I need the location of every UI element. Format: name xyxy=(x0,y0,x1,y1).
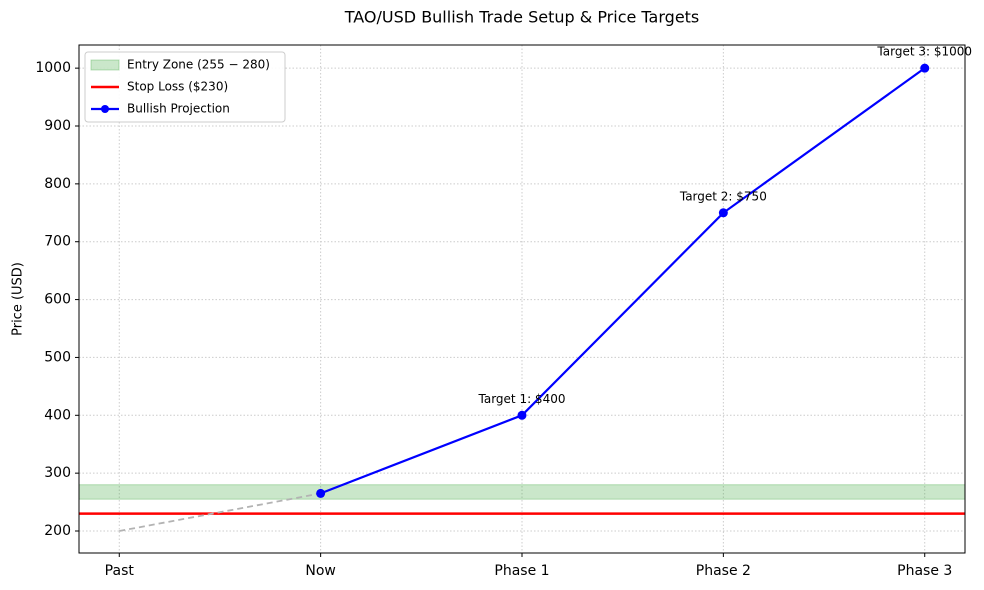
point xyxy=(316,488,326,498)
legend-box xyxy=(84,51,286,123)
y-tick-label: 500 xyxy=(44,349,71,365)
x-tick-label: Phase 3 xyxy=(897,563,952,579)
chart-title: TAO/USD Bullish Trade Setup & Price Targ… xyxy=(344,8,700,27)
legend-label: Bullish Projection xyxy=(127,102,230,116)
y-tick-label: 800 xyxy=(44,176,71,192)
y-tick-label: 700 xyxy=(44,234,71,250)
legend-swatch xyxy=(90,59,120,71)
trend-line xyxy=(119,492,321,532)
y-tick-label: 1000 xyxy=(35,60,71,76)
legend: Entry Zone (255 − 280) Stop Loss ($230) Bu… xyxy=(84,51,286,123)
line xyxy=(320,67,926,495)
plot-frame xyxy=(78,44,966,554)
x-tick-label: Phase 2 xyxy=(696,563,751,579)
y-tick-label: 400 xyxy=(44,407,71,423)
legend-label: Stop Loss ($230) xyxy=(127,80,228,94)
y-tick-label: 200 xyxy=(44,523,71,539)
x-tick-label: Phase 1 xyxy=(494,563,549,579)
annotation: Target 1: $400 xyxy=(478,392,566,406)
y-axis-label: Price (USD) xyxy=(11,262,26,336)
point xyxy=(517,410,527,420)
annotation: Target 3: $1000 xyxy=(876,45,972,59)
annotation: Target 2: $750 xyxy=(679,189,767,203)
y-tick-label: 600 xyxy=(44,292,71,308)
y-tick-label: 900 xyxy=(44,118,71,134)
legend-label: Entry Zone (255 − 280) xyxy=(127,58,270,72)
legend-swatch xyxy=(101,105,109,113)
x-tick-label: Past xyxy=(105,563,135,579)
point xyxy=(920,63,930,73)
y-tick-label: 300 xyxy=(44,465,71,481)
x-tick-label: Now xyxy=(305,563,336,579)
entry-zone xyxy=(78,484,966,500)
point xyxy=(718,208,728,218)
